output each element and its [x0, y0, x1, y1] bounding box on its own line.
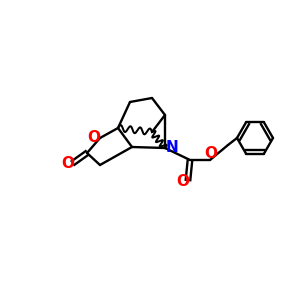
Text: O: O	[61, 155, 74, 170]
Text: N: N	[166, 140, 179, 155]
Text: O: O	[205, 146, 218, 161]
Text: O: O	[176, 173, 190, 188]
Text: O: O	[88, 130, 100, 145]
